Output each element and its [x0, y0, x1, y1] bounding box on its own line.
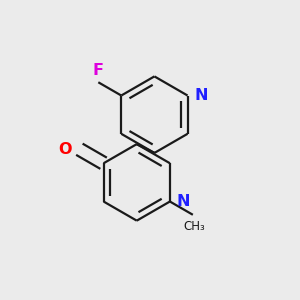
Text: O: O — [58, 142, 72, 157]
Text: N: N — [195, 88, 208, 103]
Text: N: N — [176, 194, 190, 209]
Text: CH₃: CH₃ — [183, 220, 205, 233]
Text: F: F — [93, 63, 104, 78]
